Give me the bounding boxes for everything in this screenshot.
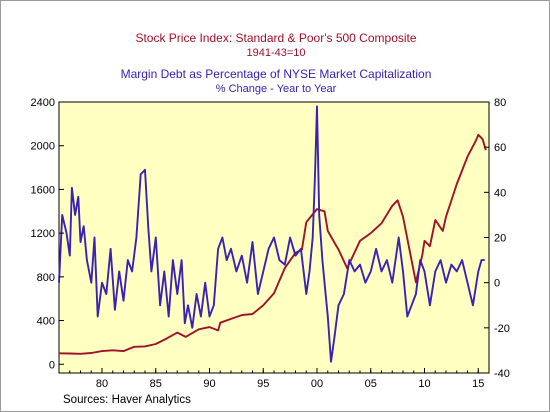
chart-subtitle: 1941-43=10 [246,47,305,59]
y-right-tick-label: 40 [494,187,506,199]
margin-debt-line [58,105,485,363]
x-tick-label: 05 [365,378,377,390]
chart-title: Stock Price Index: Standard & Poor's 500… [135,31,416,45]
x-tick-label: 85 [150,378,162,390]
x-tick-label: 00 [311,378,323,390]
y-right-tick-label: 60 [494,142,506,154]
y-left-tick-label: 1600 [31,184,55,196]
chart-subtitle-secondary: % Change - Year to Year [216,83,337,95]
y-right-tick-label: 80 [494,97,506,109]
chart-title-secondary: Margin Debt as Percentage of NYSE Market… [121,67,432,81]
source-note: Sources: Haver Analytics [63,394,191,406]
y-right-tick-label: 20 [494,233,506,245]
y-left-tick-label: 2000 [31,141,55,153]
x-tick-label: 15 [472,378,484,390]
y-left-tick-label: 400 [37,316,55,328]
x-tick-label: 80 [96,378,108,390]
y-right-tick-label: 0 [494,278,500,290]
y-left-tick-label: 800 [37,272,55,284]
y-left-tick-label: 1200 [31,228,55,240]
y-right-tick-label: -40 [494,368,510,380]
y-left-tick-label: 2400 [31,97,55,109]
x-tick-label: 95 [257,378,269,390]
y-right-tick-label: -20 [494,323,510,335]
x-tick-label: 90 [203,378,215,390]
sp500-line [58,133,487,355]
y-left-tick-label: 0 [49,359,55,371]
axis-layer: 80 85 90 95 00 05 10 1504008001200160020002400-… [31,97,510,390]
series-layer [58,105,487,363]
x-tick-label: 10 [418,378,430,390]
